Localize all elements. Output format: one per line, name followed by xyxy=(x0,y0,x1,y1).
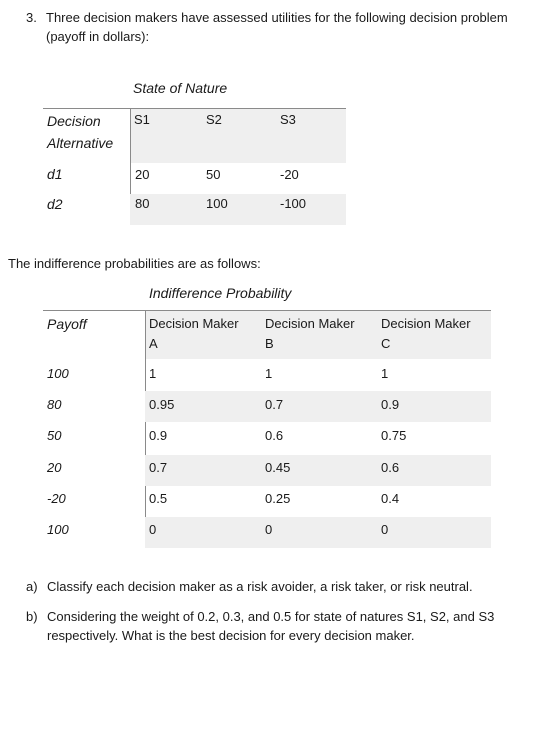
state-s2-header: S2 xyxy=(206,112,222,127)
row4-b: 0.45 xyxy=(265,460,291,475)
row-d2-label: d2 xyxy=(47,196,63,212)
payoff-row-3: 50 xyxy=(47,428,62,443)
state-s3-header: S3 xyxy=(280,112,296,127)
row2-a: 0.95 xyxy=(149,397,175,412)
part-b-tag: b) xyxy=(26,609,38,624)
table2-top-rule xyxy=(43,310,491,311)
payoff-row-1: 100 xyxy=(47,366,69,381)
row4-c: 0.6 xyxy=(381,460,400,475)
row1-a: 1 xyxy=(149,366,157,381)
row3-a: 0.9 xyxy=(149,428,168,443)
part-b: b) Considering the weight of 0.2, 0.3, a… xyxy=(26,607,526,645)
row-shade-1 xyxy=(145,391,491,422)
d1-s3-value: -20 xyxy=(280,167,299,182)
d2-s2-value: 100 xyxy=(206,196,228,211)
table1-divider xyxy=(130,109,131,225)
payoff-row-6: 100 xyxy=(47,522,69,537)
d2-s1-value: 80 xyxy=(135,196,150,211)
payoff-row-4: 20 xyxy=(47,460,62,475)
table1-top-rule xyxy=(43,108,346,109)
payoff-row-2: 80 xyxy=(47,397,62,412)
part-a-tag: a) xyxy=(26,579,38,594)
row6-a: 0 xyxy=(149,522,157,537)
table2-header-shade xyxy=(145,311,491,359)
question-3: 3. Three decision makers have assessed u… xyxy=(26,8,526,46)
row4-a: 0.7 xyxy=(149,460,168,475)
part-a: a) Classify each decision maker as a ris… xyxy=(26,577,526,596)
maker-b-letter: B xyxy=(265,336,274,351)
state-of-nature-caption: State of Nature xyxy=(133,80,228,96)
d2-s3-value: -100 xyxy=(280,196,307,211)
indifference-intro: The indifference probabilities are as fo… xyxy=(8,256,261,271)
question-number: 3. xyxy=(26,10,37,25)
d1-s2-value: 50 xyxy=(206,167,221,182)
state-s1-header: S1 xyxy=(134,112,150,127)
maker-c-letter: C xyxy=(381,336,391,351)
row3-c: 0.75 xyxy=(381,428,407,443)
row3-b: 0.6 xyxy=(265,428,284,443)
d1-s1-value: 20 xyxy=(135,167,150,182)
alternative-label: Alternative xyxy=(47,135,114,151)
part-b-text: Considering the weight of 0.2, 0.3, and … xyxy=(47,609,495,643)
maker-b-header: Decision Maker xyxy=(265,316,355,331)
row-shade-2 xyxy=(145,455,491,486)
row2-b: 0.7 xyxy=(265,397,284,412)
question-text: Three decision makers have assessed util… xyxy=(46,10,508,44)
decision-label: Decision xyxy=(47,113,101,129)
row5-a: 0.5 xyxy=(149,491,168,506)
row6-b: 0 xyxy=(265,522,273,537)
row1-b: 1 xyxy=(265,366,273,381)
row6-c: 0 xyxy=(381,522,389,537)
row5-b: 0.25 xyxy=(265,491,291,506)
maker-a-header: Decision Maker xyxy=(149,316,239,331)
maker-a-letter: A xyxy=(149,336,158,351)
payoff-header: Payoff xyxy=(47,316,87,332)
table2-divider xyxy=(145,311,146,548)
row-d1-label: d1 xyxy=(47,166,63,182)
part-a-text: Classify each decision maker as a risk a… xyxy=(47,579,473,594)
table1-header-shade xyxy=(130,109,346,163)
indifference-caption: Indifference Probability xyxy=(149,285,292,301)
row-shade-3 xyxy=(145,517,491,548)
row2-c: 0.9 xyxy=(381,397,400,412)
row1-c: 1 xyxy=(381,366,389,381)
payoff-row-5: -20 xyxy=(47,491,66,506)
row-d2-shade xyxy=(130,194,346,225)
maker-c-header: Decision Maker xyxy=(381,316,471,331)
row5-c: 0.4 xyxy=(381,491,400,506)
